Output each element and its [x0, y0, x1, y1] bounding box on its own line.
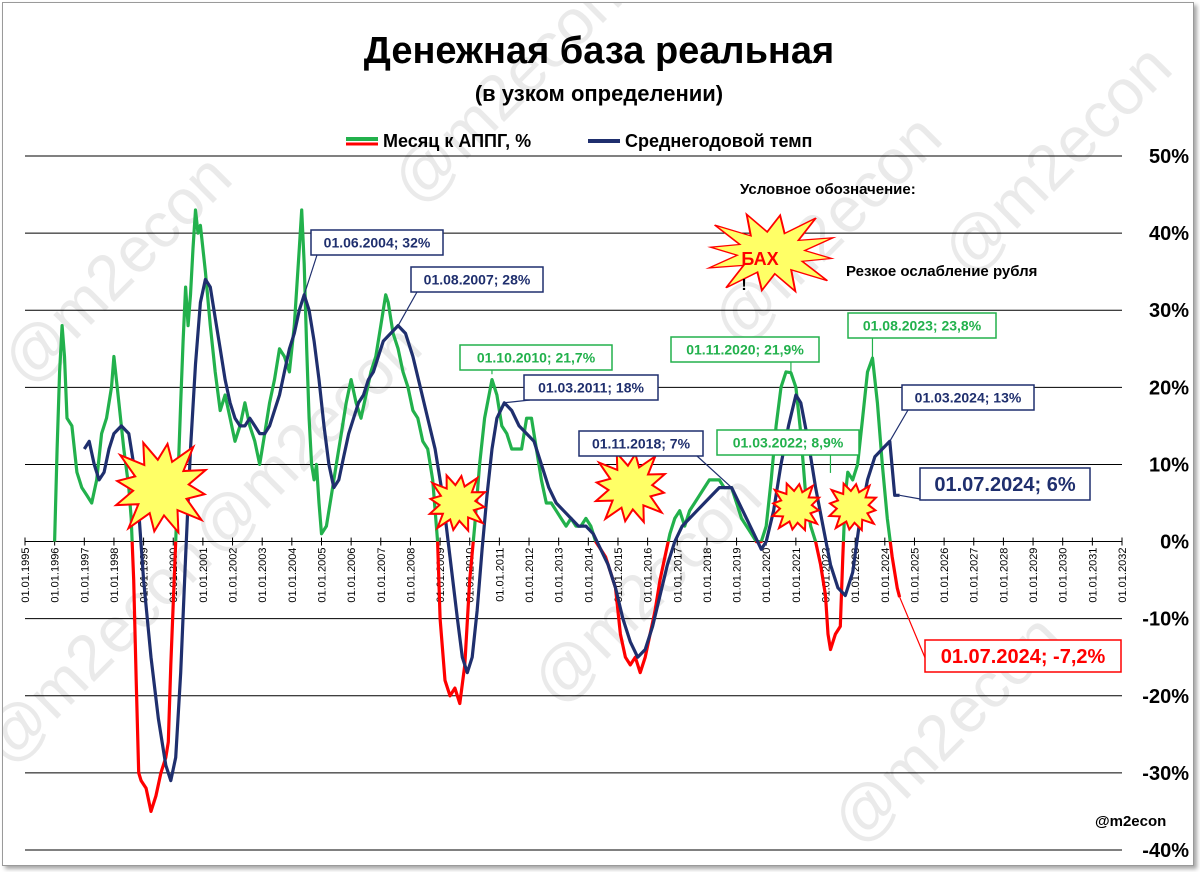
y-axis-ticks: 50% 40% 30% 20% 10% 0% -10% -20% -30% -40% — [1142, 146, 1189, 862]
x-tick-label-22: 01.01.2017 — [672, 548, 684, 603]
x-tick-label-2: 01.01.1997 — [79, 548, 91, 603]
legend-note-burst-icon: БАХ! — [705, 212, 837, 294]
x-tick-label-26: 01.01.2021 — [791, 548, 803, 603]
y-tick-label-8: -30% — [1142, 763, 1189, 785]
x-tick-label-9: 01.01.2004 — [287, 548, 299, 603]
x-tick-label-0: 01.01.1995 — [20, 548, 32, 603]
legend-note-burst-text: БАХ — [741, 249, 778, 269]
annotation-label-8: 01.03.2024; 13% — [915, 390, 1022, 406]
x-tick-label-31: 01.01.2026 — [939, 548, 951, 603]
x-tick-label-23: 01.01.2018 — [702, 548, 714, 603]
annotation-label-3: 01.03.2011; 18% — [538, 380, 644, 396]
legend-note-burst-shape — [705, 212, 837, 294]
x-tick-label-11: 01.01.2006 — [346, 548, 358, 603]
x-tick-label-10: 01.01.2005 — [316, 548, 328, 603]
watermark-5: @m2econ — [817, 600, 1075, 858]
x-tick-label-25: 01.01.2020 — [761, 548, 773, 603]
x-tick-label-1: 01.01.1996 — [50, 548, 62, 603]
x-axis-ticks: 01.01.1995 01.01.1996 01.01.1997 01.01.1998… — [20, 537, 1129, 603]
legend-label-average: Среднегодовой темп — [625, 131, 812, 151]
x-tick-label-36: 01.01.2031 — [1087, 548, 1099, 603]
annotation-box-8 — [901, 384, 1035, 411]
event-marker-3 — [770, 481, 822, 533]
chart-subtitle: (в узком определении) — [475, 81, 723, 106]
annotation-box-4 — [578, 430, 704, 457]
annotation-label-10: 01.07.2024; -7,2% — [941, 646, 1106, 668]
annotation-label-5: 01.11.2020; 21,9% — [686, 342, 804, 358]
watermark-0: @m2econ — [3, 140, 245, 398]
event-marker-1 — [427, 472, 488, 534]
legend-label-monthly: Месяц к АППГ, % — [383, 131, 531, 151]
x-tick-label-34: 01.01.2029 — [1028, 548, 1040, 603]
x-tick-label-37: 01.01.2032 — [1117, 548, 1129, 603]
legend-note: Условное обозначение: БАХ! Резкое ослабл… — [705, 181, 1037, 294]
annotation-box-0 — [310, 229, 444, 256]
chart-title: Денежная база реальная — [364, 30, 834, 72]
y-tick-label-7: -20% — [1142, 686, 1189, 708]
annotation-box-1 — [410, 266, 544, 293]
y-tick-label-1: 40% — [1149, 223, 1189, 245]
annotation-leader-0 — [303, 254, 318, 295]
x-tick-label-18: 01.01.2013 — [554, 548, 566, 603]
watermark-3: @m2econ — [927, 30, 1185, 288]
annotation-leader-8 — [889, 409, 909, 442]
annotation-box-10 — [924, 639, 1122, 673]
annotation-box-3 — [523, 374, 659, 401]
x-tick-label-8: 01.01.2003 — [257, 548, 269, 603]
annotation-leader-1 — [397, 291, 418, 326]
x-tick-label-24: 01.01.2019 — [732, 548, 744, 603]
annotation-leader-4 — [696, 455, 733, 489]
x-tick-label-6: 01.01.2001 — [198, 548, 210, 603]
legend: Месяц к АППГ, % Среднегодовой темп — [346, 131, 812, 151]
x-tick-label-32: 01.01.2027 — [969, 548, 981, 603]
x-tick-label-33: 01.01.2028 — [998, 548, 1010, 603]
x-tick-label-13: 01.01.2008 — [405, 548, 417, 603]
y-tick-label-6: -10% — [1142, 609, 1189, 631]
annotation-box-6 — [716, 429, 860, 456]
legend-note-heading: Условное обозначение: — [740, 181, 916, 198]
annotations: 01.06.2004; 32% 01.08.2007; 28% 01.10.2010… — [303, 229, 1122, 673]
x-tick-label-16: 01.01.2011 — [494, 548, 506, 602]
x-tick-label-3: 01.01.1998 — [109, 548, 121, 603]
annotation-box-2 — [459, 344, 613, 371]
event-marker-4 — [827, 481, 879, 533]
x-tick-label-17: 01.01.2012 — [524, 548, 536, 603]
x-tick-label-21: 01.01.2016 — [643, 548, 655, 603]
annotation-box-7 — [847, 312, 997, 339]
event-markers — [113, 439, 879, 536]
x-tick-label-7: 01.01.2002 — [228, 548, 240, 603]
annotation-label-2: 01.10.2010; 21,7% — [477, 350, 596, 366]
annotation-label-0: 01.06.2004; 32% — [324, 235, 431, 251]
x-tick-label-12: 01.01.2007 — [376, 548, 388, 603]
y-tick-label-9: -40% — [1142, 840, 1189, 862]
y-tick-label-4: 10% — [1149, 454, 1189, 476]
chart: @m2econ@m2econ@m2econ@m2econ@m2econ@m2ec… — [3, 3, 1189, 862]
annotation-label-1: 01.08.2007; 28% — [424, 272, 531, 288]
y-tick-label-0: 50% — [1149, 146, 1189, 168]
annotation-label-7: 01.08.2023; 23,8% — [863, 318, 982, 334]
x-tick-label-29: 01.01.2024 — [880, 548, 892, 603]
annotation-box-9 — [919, 467, 1091, 501]
legend-note-description: Резкое ослабление рубля — [846, 263, 1037, 280]
y-tick-label-5: 0% — [1160, 532, 1189, 554]
annotation-label-6: 01.03.2022; 8,9% — [733, 435, 844, 451]
x-tick-label-19: 01.01.2014 — [583, 548, 595, 603]
event-marker-0 — [113, 439, 209, 536]
x-tick-label-35: 01.01.2030 — [1058, 548, 1070, 603]
event-marker-2 — [593, 450, 668, 525]
credit: @m2econ — [1095, 813, 1166, 830]
annotation-label-9: 01.07.2024; 6% — [934, 474, 1075, 496]
y-tick-label-3: 20% — [1149, 377, 1189, 399]
annotation-label-4: 01.11.2018; 7% — [592, 436, 691, 452]
y-tick-label-2: 30% — [1149, 300, 1189, 322]
series-average-line — [82, 277, 900, 783]
x-tick-label-30: 01.01.2025 — [909, 548, 921, 603]
annotation-box-5 — [670, 336, 820, 363]
legend-note-burst-subtext: ! — [741, 277, 746, 294]
